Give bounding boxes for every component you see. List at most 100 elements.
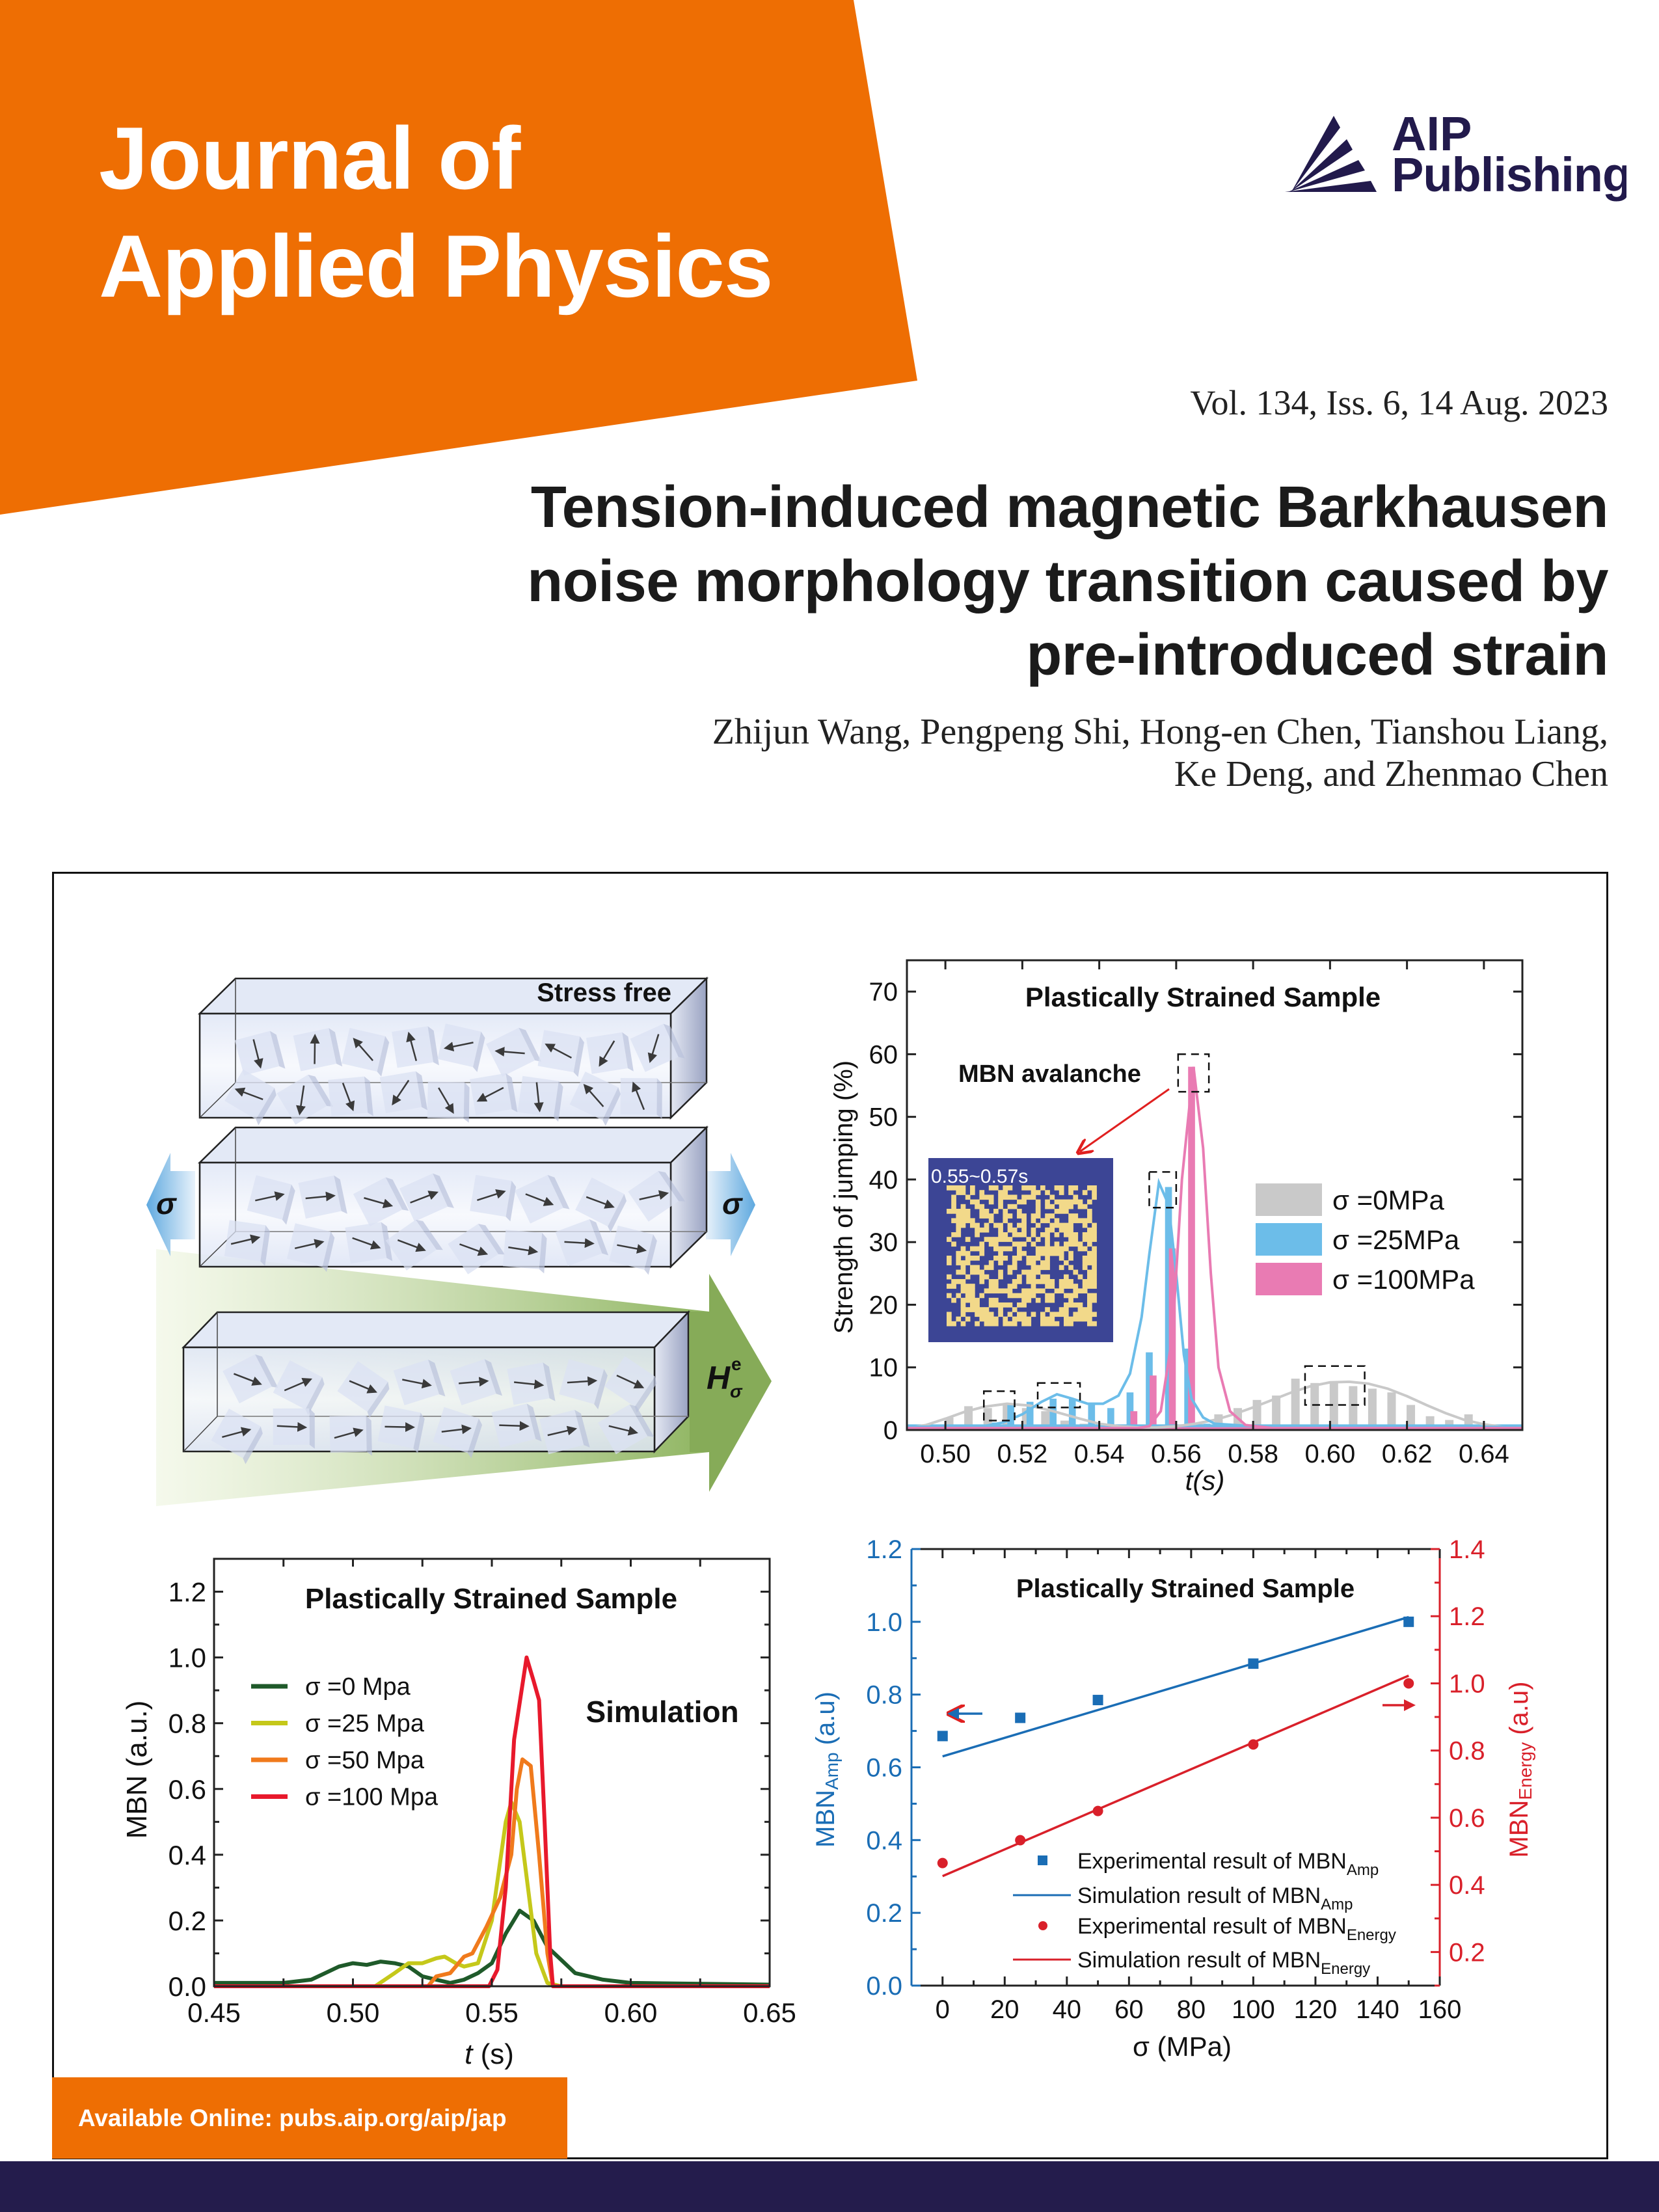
- y-axis-label-sub: Amp: [822, 1752, 842, 1790]
- domain-cell: [1082, 1265, 1088, 1271]
- domain-cell: [960, 1297, 966, 1303]
- domain-cell: [1073, 1302, 1079, 1308]
- domain-cell: [1045, 1246, 1050, 1252]
- domain-cell: [1073, 1241, 1079, 1247]
- domain-cell: [1064, 1246, 1069, 1252]
- legend-label: σ =25MPa: [1332, 1224, 1460, 1255]
- domain-cell: [1012, 1227, 1018, 1233]
- domain-cell: [988, 1213, 994, 1219]
- grain-cube: [273, 1408, 315, 1449]
- domain-cell: [1054, 1185, 1060, 1191]
- domain-cell: [951, 1297, 956, 1303]
- domain-cell: [1054, 1250, 1060, 1256]
- field-arrow-icon: [690, 1274, 772, 1492]
- domain-cell: [993, 1241, 999, 1247]
- legend-label-sub: Amp: [1347, 1861, 1379, 1879]
- domain-cell: [984, 1316, 990, 1322]
- domain-cell: [1082, 1316, 1088, 1322]
- x-axis-label: σ (MPa): [1133, 2031, 1232, 2062]
- domain-cell: [988, 1288, 994, 1294]
- domain-cell: [1045, 1279, 1050, 1284]
- grain-side: [553, 1081, 563, 1122]
- magnetization-arrow-icon: [364, 1197, 394, 1209]
- y-axis-label-main: MBN: [811, 1790, 840, 1848]
- domain-cell: [1031, 1190, 1036, 1195]
- domain-cell: [1059, 1307, 1064, 1312]
- domain-cell: [1049, 1204, 1055, 1209]
- y-left-tick-label: 0.6: [866, 1754, 902, 1783]
- domain-cell: [1073, 1284, 1079, 1289]
- domain-cell: [1021, 1312, 1027, 1317]
- domain-cell: [975, 1307, 980, 1312]
- domain-cell: [993, 1246, 999, 1252]
- domain-cell: [1045, 1297, 1050, 1303]
- domain-cell: [1040, 1250, 1045, 1256]
- domain-cell: [998, 1302, 1003, 1308]
- domain-cell: [984, 1227, 990, 1233]
- domain-cell: [1045, 1274, 1050, 1280]
- domain-cell: [1035, 1222, 1041, 1228]
- domain-cell: [1012, 1194, 1018, 1200]
- domain-cell: [1031, 1260, 1036, 1265]
- domain-cell: [1068, 1190, 1073, 1195]
- domain-cell: [975, 1302, 980, 1308]
- x-tick-label: 0.50: [327, 1997, 380, 2028]
- bar-2: [1150, 1375, 1157, 1430]
- domain-cell: [1012, 1316, 1018, 1322]
- magnetization-arrow-icon: [441, 1424, 472, 1435]
- domain-cell: [1054, 1218, 1060, 1224]
- article-title-line1: Tension-induced magnetic Barkhausen: [530, 475, 1609, 540]
- domain-cell: [1054, 1288, 1060, 1294]
- domain-cell: [1092, 1222, 1097, 1228]
- grain-side: [539, 1232, 547, 1274]
- domain-cell: [1059, 1250, 1064, 1256]
- grain-side: [467, 1418, 483, 1459]
- bar-0: [1329, 1382, 1338, 1430]
- domain-cell: [1031, 1232, 1036, 1237]
- domain-cell: [1035, 1288, 1041, 1294]
- domain-cell: [1017, 1199, 1022, 1205]
- magnetization-arrow-icon: [230, 1234, 261, 1245]
- grain-side: [594, 1369, 608, 1410]
- series-line-3: [214, 1655, 770, 1988]
- domain-cell: [975, 1256, 980, 1261]
- chart-title: Plastically Strained Sample: [305, 1583, 677, 1615]
- domain-cell: [979, 1316, 985, 1322]
- domain-cell: [998, 1199, 1003, 1205]
- domain-cell: [1045, 1260, 1050, 1265]
- domain-cell: [951, 1218, 956, 1224]
- domain-cell: [1012, 1241, 1018, 1247]
- domain-cell: [1045, 1256, 1050, 1261]
- domain-cell: [1059, 1185, 1064, 1191]
- domain-cell: [1082, 1312, 1088, 1317]
- domain-cell: [1087, 1307, 1092, 1312]
- domain-cell: [1003, 1232, 1008, 1237]
- magnetization-arrow-icon: [342, 1083, 355, 1112]
- grain-side: [519, 1027, 542, 1062]
- legend-label: σ =50 Mpa: [305, 1747, 425, 1774]
- domain-cell: [956, 1293, 962, 1299]
- bar-1: [1068, 1398, 1076, 1430]
- aip-publishing-logo[interactable]: AIP Publishing: [1275, 98, 1626, 215]
- domain-cell: [970, 1218, 975, 1224]
- domain-cell: [1077, 1218, 1083, 1224]
- grain-side: [478, 1224, 505, 1255]
- journal-title-line2: Applied Physics: [99, 217, 774, 316]
- domain-cell: [1059, 1279, 1064, 1284]
- legend-label: Simulation result of MBNAmp: [1077, 1883, 1353, 1913]
- simulation-line-3: [942, 1674, 1409, 1878]
- magnetization-arrow-icon: [459, 1243, 489, 1256]
- domain-cell: [988, 1241, 994, 1247]
- domain-cell: [1064, 1312, 1069, 1317]
- available-online-link[interactable]: Available Online: pubs.aip.org/aip/jap: [52, 2077, 567, 2159]
- magnetization-arrow-icon: [508, 1245, 539, 1256]
- domain-cell: [988, 1185, 994, 1191]
- avalanche-inset: 0.55~0.57s: [928, 1158, 1113, 1342]
- author-line1: Zhijun Wang, Pengpeng Shi, Hong-en Chen,…: [712, 712, 1608, 752]
- domain-cell: [979, 1194, 985, 1200]
- grain-cube: [329, 1415, 372, 1456]
- domain-cell: [960, 1265, 966, 1271]
- data-point-square: [1015, 1712, 1026, 1723]
- domain-cell: [1003, 1190, 1008, 1195]
- domain-cell: [1035, 1250, 1041, 1256]
